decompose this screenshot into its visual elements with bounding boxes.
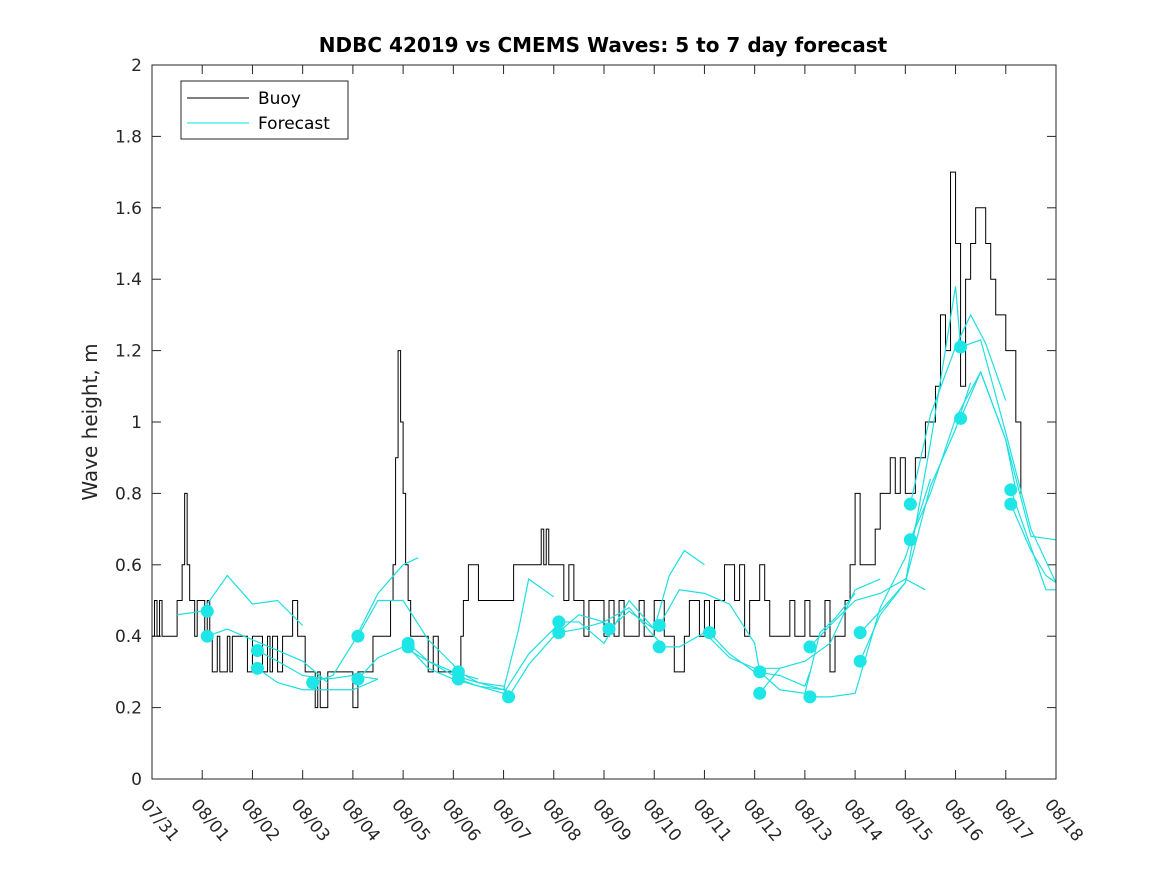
y-tick-label-10: 2 bbox=[131, 56, 142, 76]
legend: Buoy Forecast bbox=[180, 80, 349, 140]
y-tick-label-1: 0.2 bbox=[115, 699, 142, 719]
x-tick-label-14: 08/14 bbox=[839, 795, 886, 845]
x-tick-label-18: 08/18 bbox=[1040, 795, 1087, 845]
forecast-start-marker-28 bbox=[954, 411, 968, 425]
forecast-start-marker-9 bbox=[401, 640, 415, 654]
forecast-start-marker-21 bbox=[803, 640, 817, 654]
series-forecast-15 bbox=[608, 549, 705, 631]
series-forecast-17 bbox=[659, 631, 780, 669]
forecast-start-marker-27 bbox=[954, 340, 968, 354]
y-tick-label-9: 1.8 bbox=[115, 127, 142, 147]
series-forecast-5 bbox=[312, 557, 419, 684]
legend-box bbox=[180, 80, 349, 140]
forecast-start-marker-29 bbox=[1004, 483, 1018, 497]
series-forecast-25 bbox=[909, 313, 1007, 505]
series-forecast-6 bbox=[357, 599, 459, 673]
forecast-start-marker-7 bbox=[351, 672, 365, 686]
y-tick-label-6: 1.2 bbox=[115, 342, 142, 362]
x-tick-label-6: 08/06 bbox=[438, 795, 485, 845]
forecast-start-marker-11 bbox=[451, 672, 465, 686]
forecast-start-marker-25 bbox=[903, 497, 917, 511]
series-forecast-21 bbox=[809, 578, 926, 648]
y-tick-label-0: 0 bbox=[131, 770, 142, 790]
y-tick-label-4: 0.8 bbox=[115, 484, 142, 504]
x-tick-label-12: 08/12 bbox=[739, 795, 786, 845]
forecast-start-marker-2 bbox=[200, 629, 214, 643]
forecast-start-marker-13 bbox=[552, 615, 566, 629]
series-forecast-19 bbox=[759, 592, 856, 694]
forecast-start-marker-15 bbox=[602, 622, 616, 636]
forecast-start-marker-20 bbox=[753, 686, 767, 700]
x-tick-label-4: 08/04 bbox=[337, 795, 384, 845]
x-tick-labels: 07/31 08/01 08/02 08/03 08/04 08/05 08/06 08/07… bbox=[136, 795, 1087, 845]
x-tick-label-2: 08/02 bbox=[237, 795, 284, 845]
x-tick-label-9: 08/09 bbox=[588, 795, 635, 845]
legend-label-buoy: Buoy bbox=[258, 89, 301, 109]
forecast-start-marker-5 bbox=[306, 676, 320, 690]
x-tick-label-15: 08/15 bbox=[890, 795, 937, 845]
x-tick-label-7: 08/07 bbox=[488, 795, 535, 845]
series-buoy bbox=[152, 171, 1022, 709]
series-forecast-10 bbox=[458, 578, 555, 691]
x-tick-label-5: 08/05 bbox=[387, 795, 434, 845]
x-tick-label-11: 08/11 bbox=[689, 795, 736, 845]
forecast-start-marker-12 bbox=[502, 690, 516, 704]
y-tick-label-2: 0.4 bbox=[115, 627, 142, 647]
forecast-start-marker-24 bbox=[853, 654, 867, 668]
y-tick-label-7: 1.4 bbox=[115, 270, 142, 290]
forecast-start-marker-18 bbox=[702, 626, 716, 640]
series-forecast-27 bbox=[960, 339, 1057, 583]
series-forecast-26 bbox=[909, 370, 1017, 541]
series-forecast-13 bbox=[558, 599, 665, 645]
forecast-start-marker-16 bbox=[652, 618, 666, 632]
forecast-start-marker-19 bbox=[753, 665, 767, 679]
series-forecast-16 bbox=[658, 589, 761, 673]
series-forecast-12 bbox=[508, 614, 610, 698]
y-tick-labels: 0 0.2 0.4 0.6 0.8 1 1.2 1.4 1.6 1.8 2 bbox=[115, 56, 142, 790]
chart-title: NDBC 42019 vs CMEMS Waves: 5 to 7 day fo… bbox=[319, 33, 888, 57]
forecast-start-marker-17 bbox=[652, 640, 666, 654]
forecast-start-marker-4 bbox=[250, 661, 264, 675]
x-tick-label-1: 08/01 bbox=[186, 795, 233, 845]
y-axis-label: Wave height, m bbox=[78, 343, 102, 500]
forecast-start-marker-22 bbox=[803, 690, 817, 704]
series-forecast-2 bbox=[207, 628, 329, 684]
series-forecast-14 bbox=[558, 606, 665, 648]
x-tick-label-3: 08/03 bbox=[287, 795, 334, 845]
y-tick-label-3: 0.6 bbox=[115, 556, 142, 576]
series-layer bbox=[152, 171, 1057, 709]
series-forecast-30 bbox=[1010, 503, 1057, 584]
series-forecast-18 bbox=[709, 632, 811, 687]
forecast-start-marker-14 bbox=[552, 626, 566, 640]
y-tick-label-8: 1.6 bbox=[115, 199, 142, 219]
forecast-start-marker-6 bbox=[351, 629, 365, 643]
forecast-start-marker-30 bbox=[1004, 497, 1018, 511]
y-tick-label-5: 1 bbox=[131, 413, 142, 433]
plot-area-box bbox=[151, 64, 1057, 780]
x-tick-label-16: 08/16 bbox=[940, 795, 987, 845]
series-forecast-29 bbox=[1010, 489, 1056, 591]
x-tick-label-8: 08/08 bbox=[538, 795, 585, 845]
legend-label-forecast: Forecast bbox=[258, 114, 330, 134]
series-forecast-22 bbox=[809, 478, 932, 698]
series-forecast-11 bbox=[458, 621, 560, 695]
forecast-start-marker-26 bbox=[903, 533, 917, 547]
forecast-start-marker-3 bbox=[250, 643, 264, 657]
x-tick-label-0: 07/31 bbox=[136, 795, 183, 845]
forecast-start-marker-1 bbox=[200, 604, 214, 618]
series-forecast-28 bbox=[960, 370, 1057, 541]
forecast-start-marker-23 bbox=[853, 626, 867, 640]
axis-ticks bbox=[151, 64, 1057, 780]
series-forecast-20 bbox=[759, 578, 881, 694]
x-tick-label-10: 08/10 bbox=[638, 795, 685, 845]
series-forecast-4 bbox=[257, 667, 379, 691]
x-tick-label-13: 08/13 bbox=[789, 795, 836, 845]
series-forecast-1 bbox=[177, 574, 304, 626]
series-forecast-23 bbox=[859, 286, 962, 634]
x-tick-label-17: 08/17 bbox=[990, 795, 1037, 845]
